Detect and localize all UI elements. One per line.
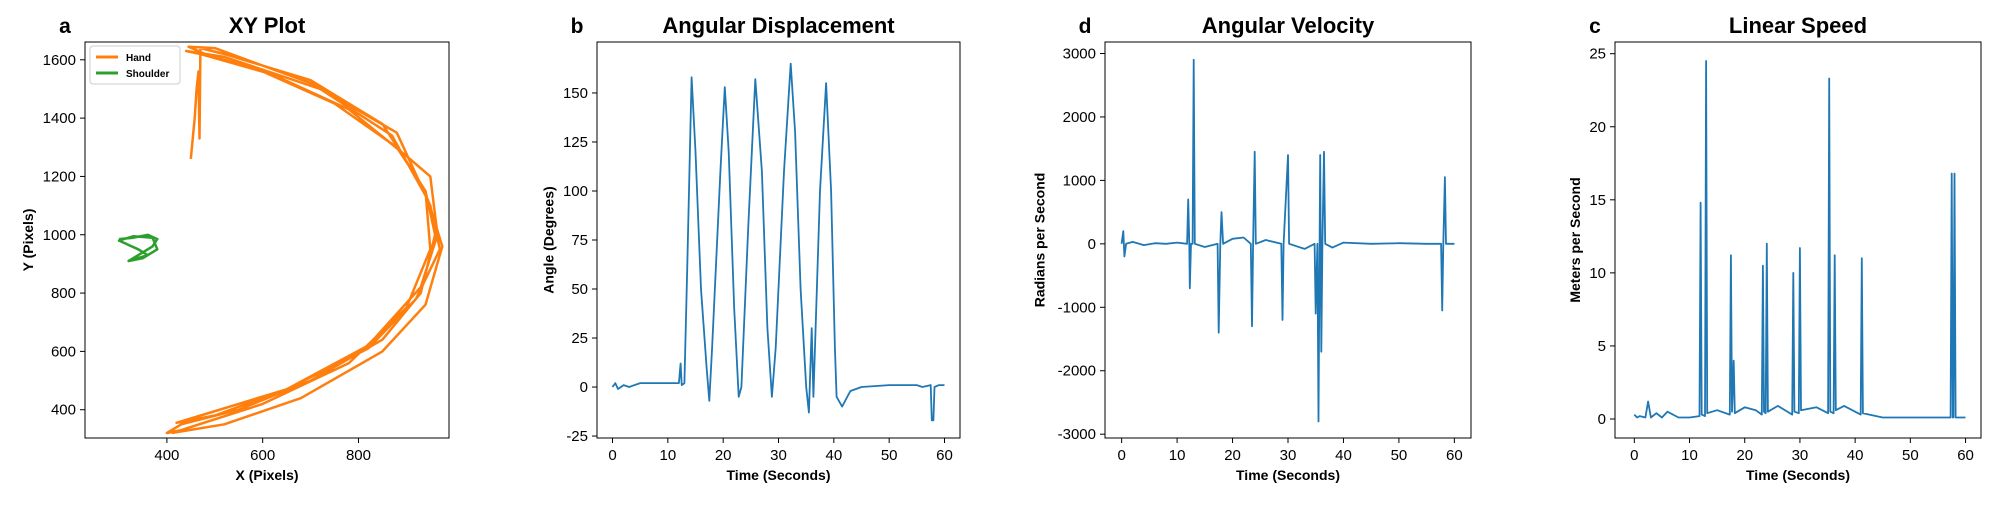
panel-label: a (59, 15, 71, 38)
y-tick-label: 10 (1589, 265, 1606, 282)
legend-label: Hand (126, 53, 151, 64)
x-tick-label: 20 (1736, 447, 1753, 464)
x-tick-label: 30 (1280, 447, 1297, 464)
panel-label: b (571, 15, 584, 38)
y-tick-label: 1000 (1063, 172, 1096, 189)
x-tick-label: 0 (1630, 447, 1638, 464)
y-axis-label: Angle (Degrees) (541, 186, 557, 293)
panel: 0 10 20 30 40 50 60 0 5 10 15 20 25 Linear Speed c Time… (1567, 13, 1982, 483)
x-tick-label: 60 (1446, 447, 1463, 464)
x-tick-label: 600 (250, 447, 275, 464)
y-axis-label: Y (Pixels) (20, 209, 36, 272)
x-tick-label: 0 (1117, 447, 1125, 464)
data-line (1633, 60, 1966, 419)
panel: 0 10 20 30 40 50 60 -25 0 25 50 75 100 125 150 Angular … (541, 13, 961, 483)
y-tick-label: 15 (1589, 192, 1606, 209)
x-tick-label: 40 (825, 447, 842, 464)
x-tick-label: 40 (1847, 447, 1864, 464)
x-tick-label: 30 (1792, 447, 1809, 464)
chart-title: Angular Displacement (662, 13, 895, 38)
x-tick-label: 10 (659, 447, 676, 464)
y-tick-label: 0 (1088, 236, 1096, 253)
plot-area (117, 45, 444, 435)
y-tick-label: 100 (563, 183, 588, 200)
legend-label: Shoulder (126, 69, 169, 80)
data-line (1120, 58, 1455, 423)
y-tick-label: 400 (51, 402, 76, 419)
y-tick-label: 800 (51, 285, 76, 302)
plot-area (611, 62, 945, 422)
x-tick-label: 10 (1169, 447, 1186, 464)
axes-frame (1614, 41, 1982, 439)
x-tick-label: 800 (346, 447, 371, 464)
data-line (117, 233, 159, 263)
panel: 400 600 800 400 600 800 1000 1200 1400 1600 XY Plo… (20, 13, 450, 483)
y-tick-label: 3000 (1063, 45, 1096, 62)
y-tick-label: 5 (1598, 338, 1606, 355)
x-tick-label: 10 (1681, 447, 1698, 464)
plot-area (1120, 58, 1455, 423)
data-line (165, 45, 444, 435)
y-axis-label: Radians per Second (1032, 173, 1048, 308)
x-axis-label: Time (Seconds) (1236, 467, 1340, 483)
y-tick-label: -2000 (1058, 363, 1096, 380)
axes-frame (84, 41, 450, 439)
y-tick-label: 150 (563, 85, 588, 102)
x-tick-label: 60 (1957, 447, 1974, 464)
x-tick-label: 40 (1335, 447, 1352, 464)
y-tick-label: 0 (1598, 411, 1606, 428)
chart-title: Linear Speed (1729, 13, 1867, 38)
panel-label: d (1079, 15, 1092, 38)
x-tick-label: 30 (770, 447, 787, 464)
x-tick-label: 50 (881, 447, 898, 464)
chart-title: XY Plot (229, 13, 306, 38)
y-tick-label: 1000 (43, 227, 76, 244)
axes-frame (1104, 41, 1472, 439)
y-tick-label: 1600 (43, 52, 76, 69)
y-tick-label: 1200 (43, 168, 76, 185)
y-tick-label: 125 (563, 134, 588, 151)
x-tick-label: 50 (1902, 447, 1919, 464)
x-tick-label: 400 (154, 447, 179, 464)
y-tick-label: 0 (580, 379, 588, 396)
y-tick-label: 600 (51, 343, 76, 360)
x-tick-label: 0 (608, 447, 616, 464)
y-tick-label: 50 (571, 281, 588, 298)
x-axis-label: Time (Seconds) (1746, 467, 1850, 483)
data-line (611, 62, 945, 422)
y-tick-label: 75 (571, 232, 588, 249)
y-tick-label: 1400 (43, 110, 76, 127)
y-tick-label: 25 (571, 330, 588, 347)
x-tick-label: 50 (1391, 447, 1408, 464)
x-axis-label: X (Pixels) (235, 467, 298, 483)
y-tick-label: 25 (1589, 46, 1606, 63)
y-tick-label: -1000 (1058, 299, 1096, 316)
x-tick-label: 60 (936, 447, 953, 464)
panel: 0 10 20 30 40 50 60 -3000 -2000 -1000 0 1000 2000 300… (1032, 13, 1472, 483)
axes-frame (596, 41, 961, 439)
y-tick-label: -3000 (1058, 426, 1096, 443)
chart-title: Angular Velocity (1202, 13, 1375, 38)
x-tick-label: 20 (715, 447, 732, 464)
y-axis-label: Meters per Second (1567, 177, 1583, 302)
y-tick-label: 20 (1589, 119, 1606, 136)
panel-label: c (1589, 15, 1601, 38)
y-tick-label: 2000 (1063, 109, 1096, 126)
plot-area (1633, 60, 1966, 419)
y-tick-label: -25 (566, 428, 588, 445)
x-axis-label: Time (Seconds) (727, 467, 831, 483)
x-tick-label: 20 (1224, 447, 1241, 464)
